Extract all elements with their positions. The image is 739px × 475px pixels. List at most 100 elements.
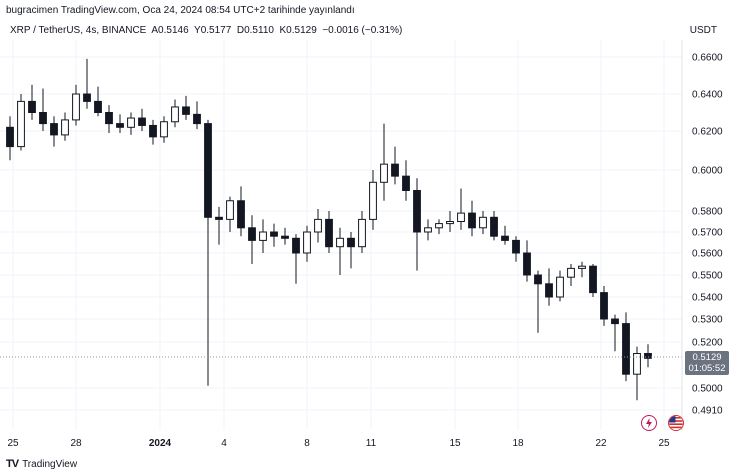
- candle-body: [182, 106, 190, 115]
- candle-body: [171, 106, 179, 123]
- candle-body: [281, 235, 289, 239]
- candle-body: [402, 175, 410, 191]
- candle-body: [105, 112, 113, 125]
- candle-body: [435, 223, 443, 229]
- candle-body: [633, 353, 641, 375]
- candle-body: [160, 121, 168, 138]
- x-tick-label: 18: [512, 438, 524, 449]
- candle-body: [6, 126, 14, 148]
- publisher-line: bugracimen TradingView.com, Oca 24, 2024…: [6, 5, 355, 16]
- candle-body: [138, 117, 146, 126]
- candle-body: [600, 292, 608, 320]
- symbol-label[interactable]: XRP / TetherUS, 4s, BINANCE: [10, 25, 147, 36]
- lightning-event-icon[interactable]: [641, 415, 657, 431]
- candle-body: [589, 265, 597, 294]
- y-tick-label: 0.5700: [692, 228, 723, 239]
- y-tick-label: 0.6600: [692, 53, 723, 64]
- candle-body: [479, 216, 487, 229]
- candle-body: [303, 231, 311, 254]
- y-tick-label: 0.6000: [692, 166, 723, 177]
- x-tick-label: 22: [595, 438, 607, 449]
- candle-body: [512, 239, 520, 254]
- candle-body: [17, 100, 25, 148]
- candle-body: [325, 218, 333, 248]
- candle-body: [578, 265, 586, 269]
- y-tick-label: 0.5600: [692, 249, 723, 260]
- candle-body: [369, 181, 377, 220]
- candle-body: [336, 237, 344, 248]
- x-tick-label: 15: [449, 438, 461, 449]
- candles: [6, 58, 652, 401]
- candle-body: [72, 93, 80, 121]
- candle-body: [446, 221, 454, 225]
- y-tick-label: 0.5400: [692, 293, 723, 304]
- candle-body: [501, 235, 509, 241]
- ohlc-high-label: Y: [194, 25, 201, 36]
- candle-body: [204, 123, 212, 218]
- candle-body: [358, 218, 366, 248]
- candle-body: [380, 163, 388, 183]
- symbol-ohlc-line: XRP / TetherUS, 4s, BINANCE A0.5146 Y0.5…: [10, 25, 402, 36]
- grid: [0, 40, 682, 430]
- x-tick-label: 4: [221, 438, 227, 449]
- candle-body: [270, 231, 278, 237]
- candle-body: [127, 117, 135, 128]
- ohlc-open: 0.5146: [158, 25, 189, 36]
- y-tick-label: 0.5800: [692, 207, 723, 218]
- x-axis: 25 28 2024 4 8 11 15 18 22 25: [7, 438, 670, 449]
- candle-body: [149, 124, 157, 138]
- candle-body: [534, 274, 542, 285]
- x-tick-label: 28: [70, 438, 82, 449]
- bar-countdown: 01:05:52: [688, 363, 726, 374]
- candle-body: [556, 276, 564, 298]
- x-tick-label: 2024: [149, 438, 172, 449]
- last-price-value: 0.5129: [692, 352, 722, 363]
- us-flag-event-icon[interactable]: [668, 415, 684, 431]
- x-tick-label: 25: [658, 438, 670, 449]
- ohlc-high: 0.5177: [200, 25, 232, 36]
- y-tick-label: 0.5500: [692, 271, 723, 282]
- tradingview-logo-icon: TV: [6, 458, 19, 470]
- y-tick-label: 0.5200: [692, 338, 723, 349]
- candle-body: [292, 237, 300, 254]
- candle-body: [248, 227, 256, 241]
- tradingview-brand[interactable]: TradingView: [22, 458, 78, 470]
- candle-body: [457, 212, 465, 223]
- ohlc-close: 0.5129: [286, 25, 317, 36]
- currency-label[interactable]: USDT: [689, 25, 717, 36]
- candle-body: [193, 113, 201, 125]
- candle-body: [347, 237, 355, 248]
- candle-body: [413, 190, 421, 233]
- x-tick-label: 8: [304, 438, 310, 449]
- candle-body: [39, 112, 47, 125]
- ohlc-low-label: D: [236, 25, 245, 36]
- y-tick-label: 0.5300: [692, 315, 723, 326]
- last-price-tag: 0.5129 01:05:52: [685, 351, 729, 375]
- candle-body: [50, 123, 58, 136]
- candle-body: [116, 123, 124, 128]
- y-tick-label: 0.5000: [692, 384, 723, 395]
- candle-body: [226, 200, 234, 220]
- candle-body: [567, 267, 575, 278]
- candle-body: [83, 93, 91, 102]
- candle-body: [28, 100, 36, 114]
- candle-body: [611, 318, 619, 325]
- y-tick-label: 0.4910: [692, 406, 723, 417]
- candle-body: [622, 323, 630, 375]
- candle-body: [237, 200, 245, 229]
- candle-body: [424, 227, 432, 233]
- y-axis: 0.6600 0.6400 0.6200 0.6000 0.5800 0.5700 0.56…: [692, 53, 723, 417]
- candle-body: [314, 218, 322, 233]
- candle-body: [490, 216, 498, 237]
- candle-body: [644, 353, 652, 359]
- candle-body: [259, 231, 267, 241]
- ohlc-close-label: K: [279, 25, 287, 36]
- candle-body: [391, 163, 399, 177]
- ohlc-change: −0.0016 (−0.31%): [322, 25, 403, 36]
- candle-body: [61, 119, 69, 136]
- candle-body: [215, 216, 223, 220]
- x-tick-label: 25: [7, 438, 19, 449]
- candle-body: [523, 252, 531, 276]
- footer-branding: TV TradingView: [6, 458, 77, 470]
